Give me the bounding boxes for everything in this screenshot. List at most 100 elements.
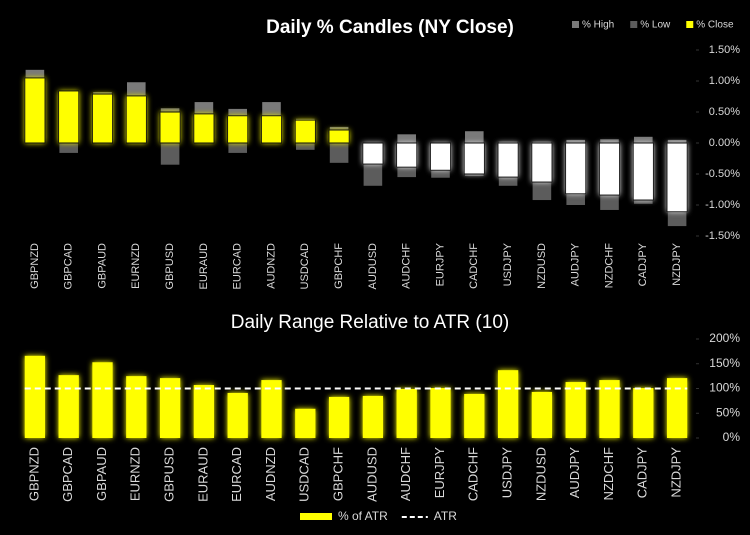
x-tick-label: USDCAD: [297, 447, 312, 502]
low-bar: [59, 143, 78, 153]
low-bar: [160, 143, 180, 165]
close-bar: [396, 142, 418, 168]
bar: [227, 392, 248, 438]
x-tick-label: GBPCAD: [60, 447, 75, 502]
bar: [193, 385, 215, 438]
low-bar: [329, 143, 349, 163]
legend-swatch: [300, 513, 332, 520]
y-tick-label: 200%: [709, 331, 740, 345]
legend-label: % High: [582, 20, 614, 31]
bar: [565, 382, 586, 438]
x-tick-label: AUDJPY: [567, 447, 582, 499]
y-tick-label: 1.00%: [709, 75, 740, 87]
close-bar: [632, 142, 654, 201]
x-tick-label: EURNZD: [128, 447, 143, 501]
close-bar: [362, 142, 384, 165]
x-tick-label: USDJPY: [500, 447, 515, 499]
x-tick-label: AUDNZD: [263, 447, 278, 501]
close-bar: [24, 77, 46, 144]
y-tick-label: 0%: [723, 430, 741, 444]
bar: [126, 376, 147, 438]
high-bar: [465, 131, 484, 143]
x-tick-label: NZDUSD: [533, 447, 548, 501]
x-tick-label: NZDJPY: [671, 242, 683, 285]
bar: [159, 378, 181, 438]
x-tick-label: EURCAD: [229, 447, 244, 502]
x-tick-label: AUDUSD: [367, 243, 379, 290]
x-tick-label: EURCAD: [232, 243, 244, 290]
x-tick-label: GBPAUD: [96, 243, 108, 289]
x-tick-label: GBPUSD: [164, 243, 176, 290]
close-bar: [91, 93, 114, 144]
x-tick-label: NZDCHF: [601, 447, 616, 500]
legend-label: % of ATR: [338, 509, 388, 523]
high-bar: [532, 141, 552, 143]
x-tick-label: EURAUD: [195, 447, 210, 502]
close-bar: [531, 142, 553, 183]
y-tick-label: -1.00%: [705, 199, 740, 211]
x-tick-label: EURJPY: [434, 242, 446, 286]
close-bar: [260, 115, 283, 144]
x-tick-label: EURAUD: [198, 243, 210, 290]
x-tick-label: EURNZD: [130, 243, 142, 289]
chart-title: Daily % Candles (NY Close): [266, 17, 514, 38]
close-bar: [598, 142, 621, 196]
x-tick-label: CADCHF: [468, 243, 480, 289]
close-bar: [294, 119, 316, 144]
x-tick-label: NZDCHF: [603, 243, 615, 288]
legend-swatch: [630, 21, 638, 28]
x-tick-label: GBPNZD: [29, 243, 41, 289]
x-tick-label: AUDJPY: [570, 242, 582, 286]
x-tick-label: AUDNZD: [265, 243, 277, 289]
legend-label: % Close: [696, 20, 734, 31]
close-bar: [497, 142, 519, 178]
close-bar: [193, 113, 215, 144]
high-bar: [566, 139, 585, 143]
close-bar: [328, 129, 350, 144]
high-bar: [397, 134, 416, 143]
bar: [261, 380, 282, 438]
x-tick-label: USDCAD: [299, 243, 311, 290]
x-tick-label: AUDCHF: [401, 243, 413, 289]
high-bar: [634, 136, 653, 143]
x-tick-label: GBPCHF: [333, 243, 345, 289]
bar: [24, 355, 46, 438]
bar: [599, 380, 620, 438]
low-bar: [296, 143, 315, 150]
high-bar: [667, 139, 687, 143]
low-bar: [228, 143, 247, 153]
y-tick-label: -0.50%: [705, 168, 740, 180]
bar: [396, 388, 417, 438]
bar: [362, 395, 384, 438]
bar: [633, 388, 654, 438]
bar: [464, 393, 485, 438]
y-tick-label: -1.50%: [705, 230, 740, 242]
x-tick-label: GBPAUD: [94, 447, 109, 501]
x-tick-label: CADCHF: [466, 447, 481, 501]
bar: [328, 396, 350, 438]
bar: [531, 391, 553, 438]
legend-label: ATR: [434, 509, 457, 523]
bar: [58, 375, 79, 438]
close-bar: [159, 111, 181, 144]
close-bar: [429, 142, 452, 171]
x-tick-label: NZDJPY: [669, 447, 684, 498]
x-tick-label: GBPCAD: [63, 243, 75, 290]
close-bar: [565, 142, 587, 195]
x-tick-label: GBPCHF: [331, 447, 346, 501]
close-bar: [227, 115, 249, 144]
bar: [92, 362, 113, 438]
y-tick-label: 100%: [709, 381, 740, 395]
x-tick-label: GBPUSD: [162, 447, 177, 502]
x-tick-label: AUDUSD: [364, 447, 379, 502]
legend-label: % Low: [640, 20, 671, 31]
y-tick-label: 0.50%: [709, 106, 740, 118]
y-tick-label: 150%: [709, 356, 740, 370]
close-bar: [58, 90, 80, 144]
x-tick-label: USDJPY: [502, 242, 514, 286]
close-bar: [125, 95, 147, 144]
y-tick-label: 1.50%: [709, 44, 740, 56]
